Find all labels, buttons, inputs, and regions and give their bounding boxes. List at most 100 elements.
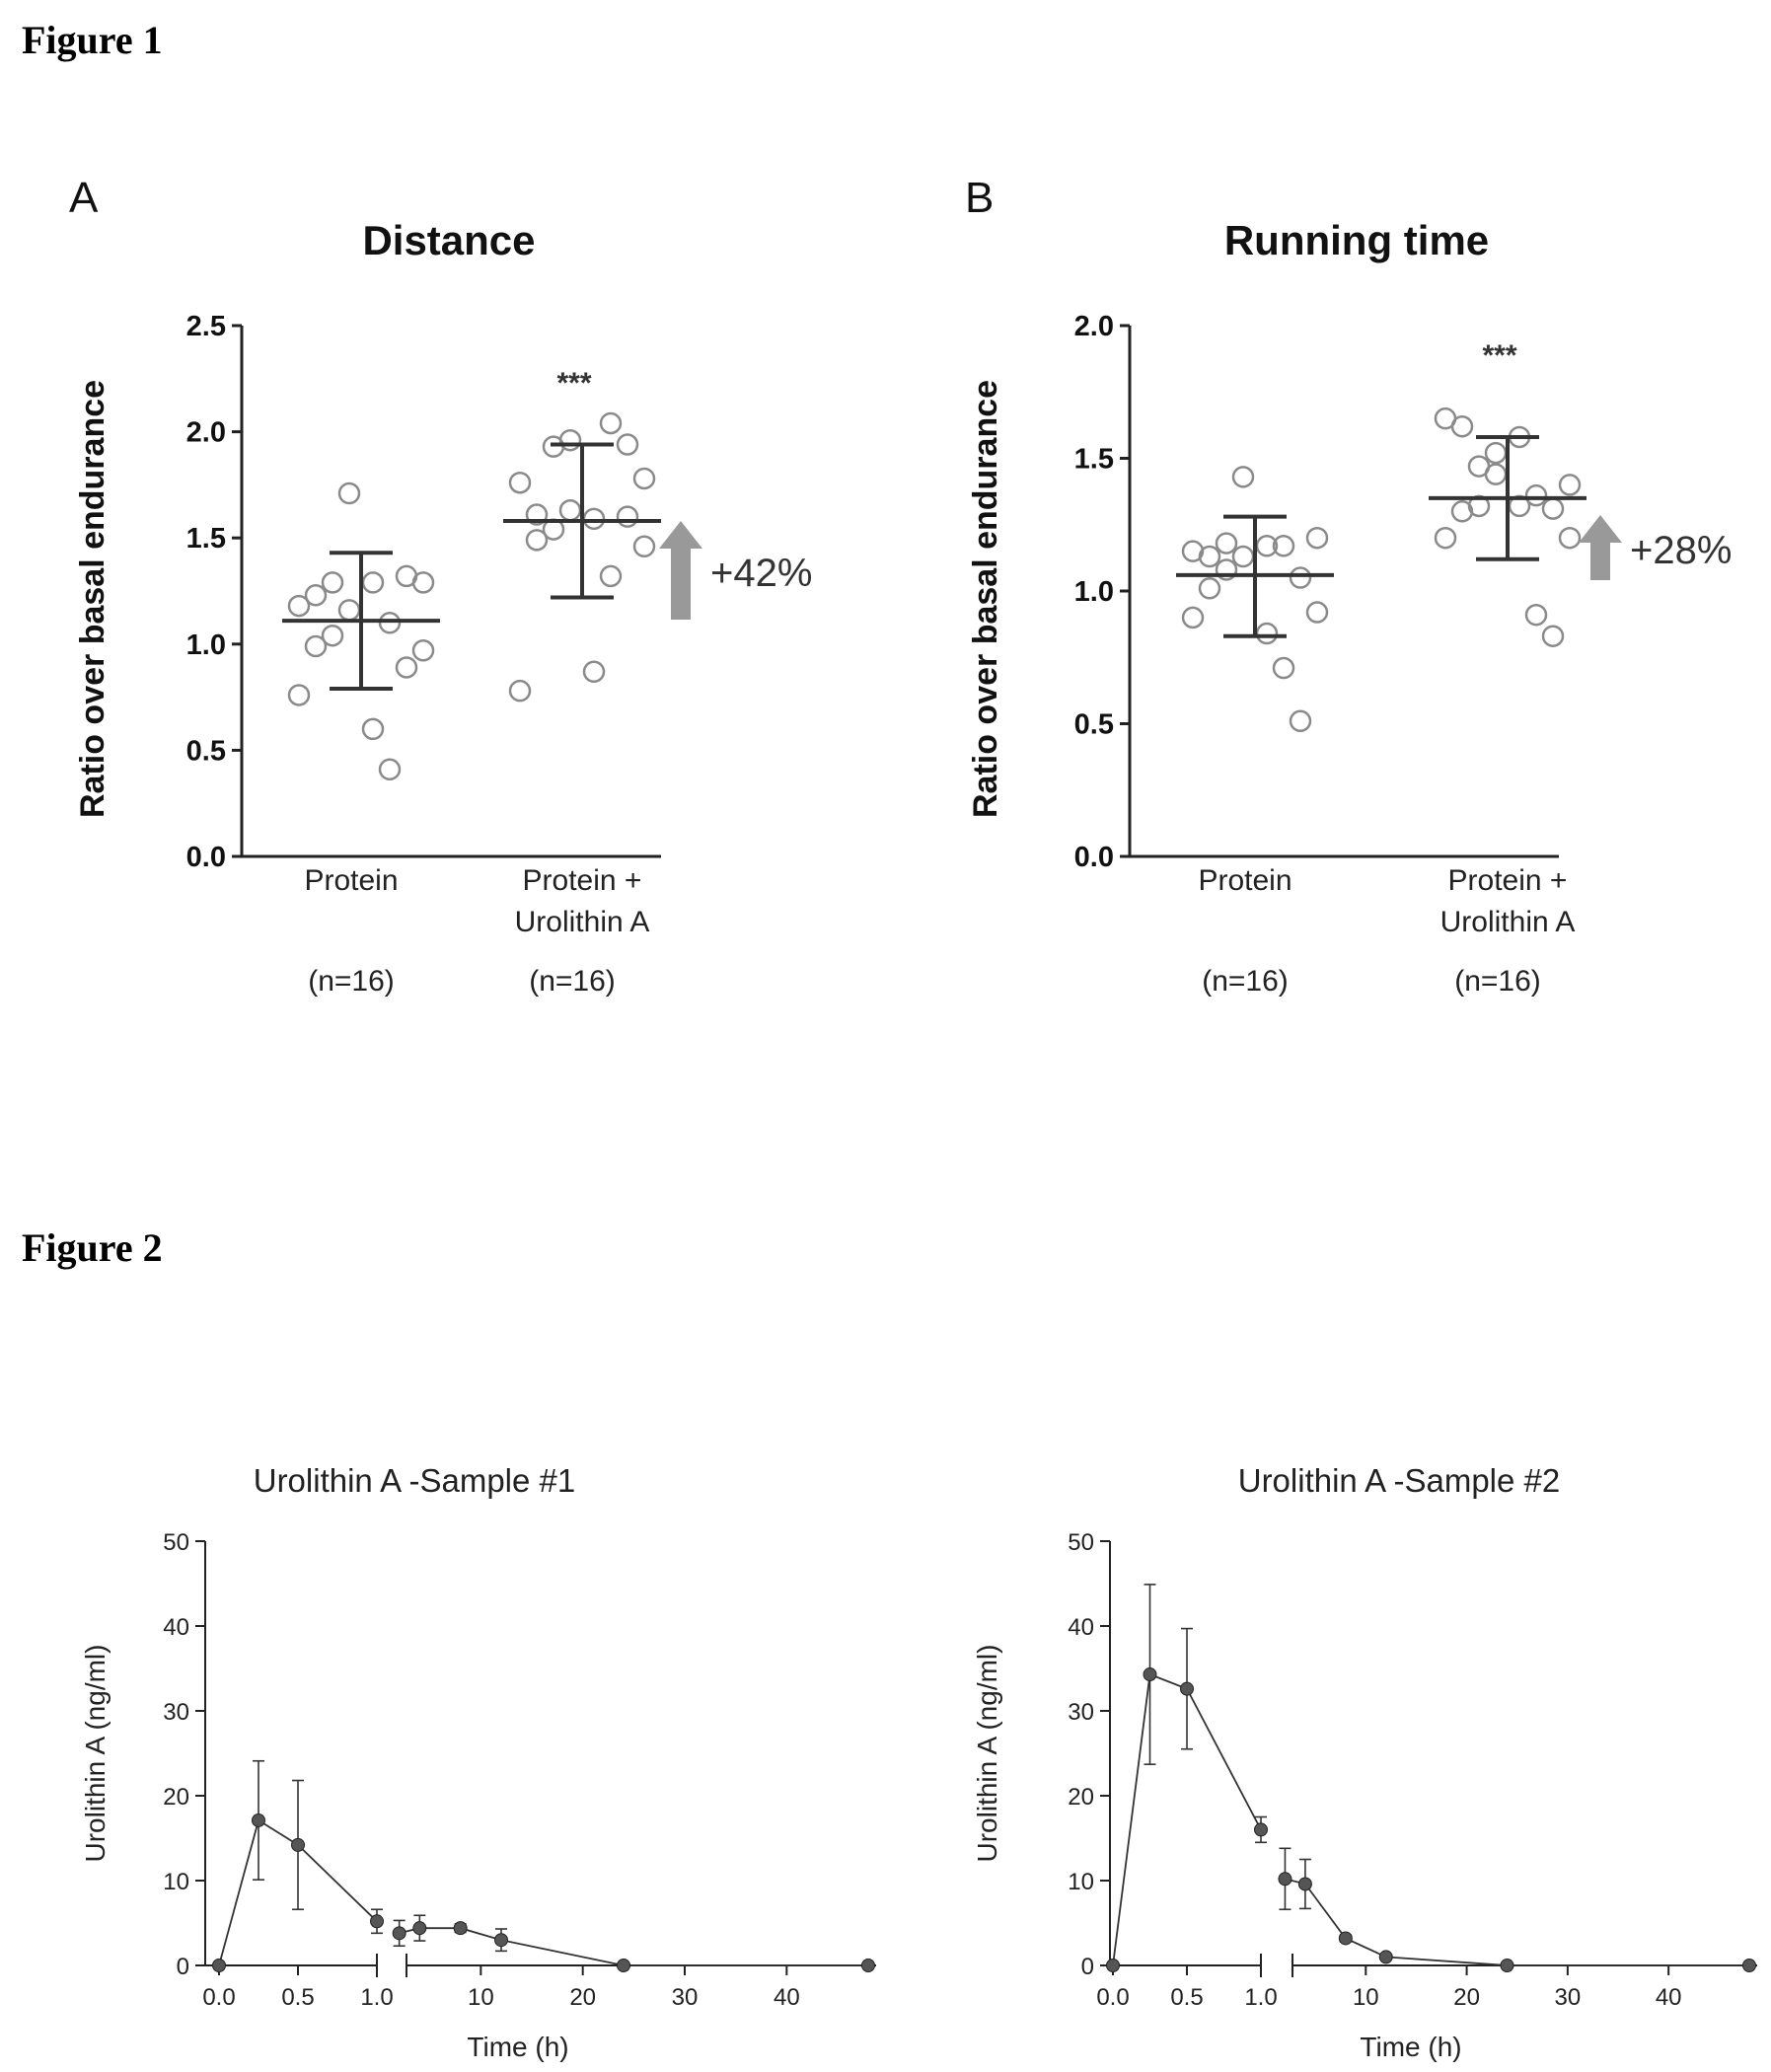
y-tick-label: 40	[163, 1614, 189, 1641]
panel-letter: A	[69, 174, 99, 222]
x-tick-label: 10	[468, 1984, 494, 2011]
data-point	[395, 656, 418, 679]
y-axis-label: Urolithin A (ng/ml)	[80, 1645, 111, 1863]
y-tick-label: 0.0	[1074, 842, 1114, 873]
data-point	[525, 503, 549, 526]
data-point	[1378, 1950, 1393, 1964]
series-line-segment-2	[1285, 1878, 1749, 1966]
data-point	[370, 1914, 384, 1929]
data-point	[616, 433, 639, 456]
data-point	[582, 507, 606, 531]
category-label: Protein +	[1448, 864, 1568, 897]
x-tick-label: 40	[1656, 1984, 1682, 2011]
data-point	[212, 1959, 226, 1972]
y-tick-label: 50	[163, 1529, 189, 1556]
series-line-segment-1	[218, 1818, 378, 1966]
x-tick-label: 30	[672, 1984, 699, 2011]
y-tick-label: 1.0	[186, 629, 226, 661]
data-point	[1524, 603, 1548, 627]
data-point	[1106, 1959, 1120, 1972]
data-point	[1272, 656, 1295, 680]
data-point	[1231, 545, 1255, 568]
data-point	[361, 571, 385, 594]
data-point	[1541, 625, 1565, 647]
group-n-label: (n=16)	[529, 965, 616, 998]
data-point	[1198, 577, 1221, 600]
data-point	[361, 717, 385, 741]
y-axis-label: Urolithin A (ng/ml)	[972, 1645, 1002, 1863]
x-tick-label: 20	[569, 1984, 596, 2011]
data-point	[321, 624, 344, 647]
data-point	[617, 1959, 630, 1972]
y-tick-label: 0.5	[1074, 709, 1114, 741]
data-point	[582, 660, 606, 684]
data-point	[1278, 1872, 1292, 1887]
significance-marker: ***	[1482, 339, 1516, 372]
y-tick-label: 2.0	[1074, 311, 1114, 342]
sample-1-pk-chart: Urolithin A -Sample #1 Urolithin A (ng/ml…	[80, 1462, 876, 2062]
significance-marker: ***	[556, 367, 591, 400]
data-point	[337, 481, 361, 505]
x-tick-label: 1.0	[1244, 1984, 1277, 2011]
data-point	[861, 1959, 875, 1972]
y-axis-label: Ratio over basal endurance	[967, 380, 1004, 818]
data-point	[378, 758, 402, 781]
data-point	[1231, 466, 1255, 488]
data-point	[1500, 1959, 1514, 1972]
data-point	[321, 571, 344, 594]
category-label: Protein	[1198, 864, 1291, 897]
y-tick-label: 0	[1081, 1954, 1094, 1980]
data-point	[304, 584, 328, 607]
data-point	[1181, 606, 1205, 629]
x-tick-label: 0.5	[1170, 1984, 1203, 2011]
y-tick-label: 20	[1068, 1784, 1094, 1811]
group-n-label: (n=16)	[1202, 965, 1289, 998]
data-point	[1338, 1931, 1353, 1946]
data-point	[599, 411, 623, 435]
category-label: Urolithin A	[1440, 906, 1576, 938]
y-axis-label: Ratio over basal endurance	[74, 380, 111, 818]
data-point	[411, 571, 435, 594]
percent-change-label: +28%	[1630, 529, 1732, 572]
panel-b-running-time-chart: B Running time Ratio over basal endurance 0…	[965, 174, 1732, 998]
panel-letter: B	[965, 174, 994, 222]
data-point	[287, 684, 311, 706]
x-tick-label: 10	[1353, 1984, 1379, 2011]
data-point	[378, 612, 402, 634]
data-point	[1289, 566, 1312, 589]
group-n-label: (n=16)	[1454, 965, 1541, 998]
data-point	[453, 1921, 468, 1936]
data-point	[632, 467, 656, 490]
data-point	[252, 1813, 265, 1827]
y-tick-label: 1.5	[186, 523, 226, 555]
data-point	[1524, 483, 1548, 507]
x-axis-label: Time (h)	[1360, 2032, 1461, 2062]
y-tick-label: 30	[1068, 1699, 1094, 1726]
panel-a-distance-chart: A Distance Ratio over basal endurance 0.0 0.…	[69, 174, 812, 998]
series-line-segment-1	[1112, 1672, 1262, 1966]
figure2-heading: Figure 2	[22, 1225, 163, 1270]
chart-title: Distance	[362, 217, 535, 263]
data-point	[558, 498, 582, 522]
x-tick-label: 30	[1555, 1984, 1582, 2011]
data-point	[1450, 500, 1474, 523]
data-point	[616, 505, 639, 528]
chart-title: Urolithin A -Sample #1	[254, 1462, 576, 1499]
figure1-heading: Figure 1	[22, 18, 163, 62]
percent-change-label: +42%	[710, 552, 812, 595]
y-tick-label: 40	[1068, 1614, 1094, 1641]
data-point	[542, 435, 565, 458]
y-tick-label: 2.5	[186, 311, 226, 342]
data-point	[1272, 535, 1295, 557]
data-point	[632, 535, 656, 558]
x-tick-label: 1.0	[360, 1984, 393, 2011]
y-tick-label: 1.5	[1074, 444, 1114, 476]
increase-arrow-icon	[1579, 515, 1622, 580]
x-tick-label: 0.0	[202, 1984, 235, 2011]
data-point	[392, 1926, 406, 1941]
increase-arrow-icon	[659, 521, 702, 620]
x-tick-label: 40	[774, 1984, 800, 2011]
chart-title: Running time	[1224, 217, 1489, 263]
y-tick-label: 0.5	[186, 735, 226, 767]
